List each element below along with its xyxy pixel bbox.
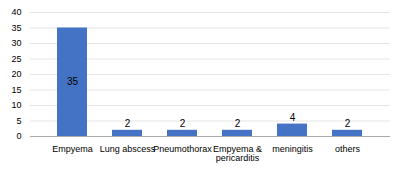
svg-text:Empyema: Empyema bbox=[52, 144, 93, 154]
svg-text:2: 2 bbox=[180, 118, 186, 129]
svg-text:10: 10 bbox=[11, 100, 21, 110]
svg-text:Empyema &pericarditis: Empyema &pericarditis bbox=[213, 144, 262, 163]
svg-text:40: 40 bbox=[11, 7, 21, 17]
svg-text:25: 25 bbox=[11, 54, 21, 64]
svg-text:2: 2 bbox=[345, 118, 351, 129]
svg-text:35: 35 bbox=[67, 76, 79, 87]
svg-text:2: 2 bbox=[235, 118, 241, 129]
svg-text:4: 4 bbox=[290, 112, 296, 123]
svg-text:5: 5 bbox=[16, 116, 21, 126]
svg-text:15: 15 bbox=[11, 85, 21, 95]
svg-text:others: others bbox=[335, 144, 361, 154]
svg-text:30: 30 bbox=[11, 38, 21, 48]
svg-text:0: 0 bbox=[16, 131, 21, 141]
svg-text:Lung abscess: Lung abscess bbox=[100, 144, 156, 154]
svg-text:20: 20 bbox=[11, 69, 21, 79]
svg-text:35: 35 bbox=[11, 23, 21, 33]
svg-text:Pneumothorax: Pneumothorax bbox=[153, 144, 212, 154]
svg-text:2: 2 bbox=[125, 118, 131, 129]
svg-text:meningitis: meningitis bbox=[272, 144, 313, 154]
